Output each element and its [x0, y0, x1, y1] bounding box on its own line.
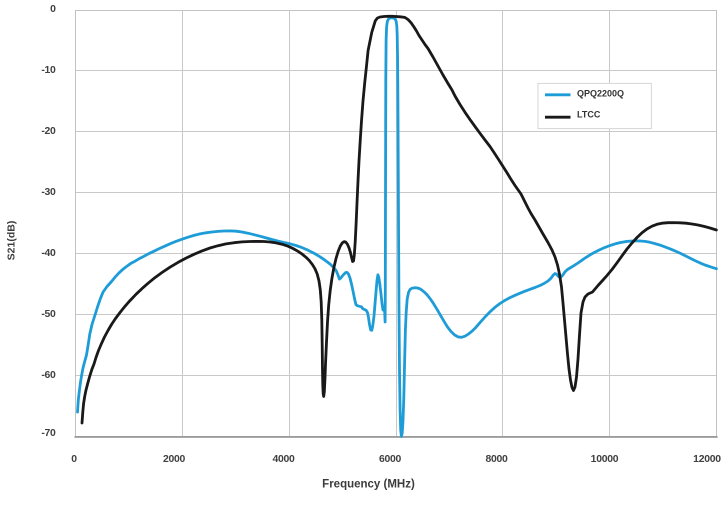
- svg-text:10000: 10000: [591, 454, 619, 465]
- svg-text:4000: 4000: [272, 454, 295, 465]
- svg-text:-60: -60: [41, 370, 56, 381]
- svg-text:12000: 12000: [693, 454, 721, 465]
- svg-text:-50: -50: [41, 309, 56, 320]
- svg-text:S21(dB): S21(dB): [6, 221, 18, 261]
- svg-text:QPQ2200Q: QPQ2200Q: [577, 88, 624, 98]
- svg-text:-30: -30: [41, 187, 56, 198]
- svg-text:LTCC: LTCC: [577, 110, 601, 120]
- svg-text:2000: 2000: [163, 454, 186, 465]
- svg-text:0: 0: [50, 4, 56, 15]
- svg-text:-10: -10: [41, 65, 56, 76]
- svg-text:Frequency (MHz): Frequency (MHz): [322, 479, 415, 491]
- svg-text:-70: -70: [41, 428, 56, 439]
- svg-text:0: 0: [71, 454, 77, 465]
- svg-text:-20: -20: [41, 126, 56, 137]
- svg-text:-40: -40: [41, 248, 56, 259]
- svg-text:8000: 8000: [485, 454, 508, 465]
- svg-text:6000: 6000: [379, 454, 402, 465]
